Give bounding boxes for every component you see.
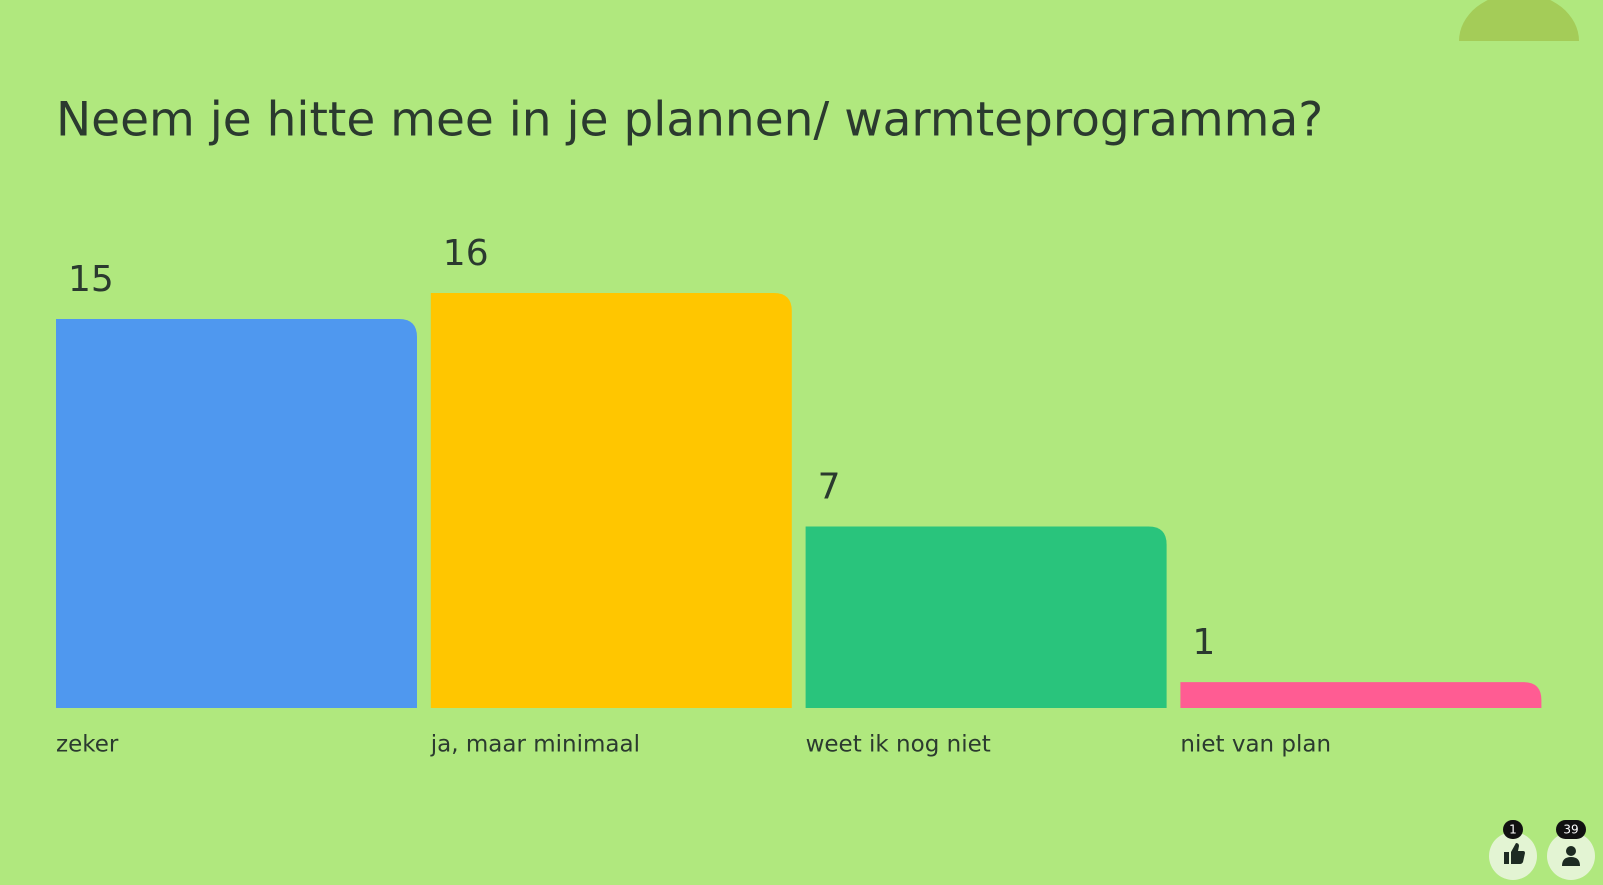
value-label: 16 (443, 233, 489, 274)
reactions-badge (1503, 820, 1523, 839)
participants-button[interactable]: 39 (1547, 820, 1595, 880)
reactions-button[interactable]: 1 (1489, 820, 1537, 880)
thumb-icon (1504, 843, 1525, 864)
value-label: 15 (68, 259, 114, 300)
category-label: ja, maar minimaal (430, 732, 640, 758)
decoration (1459, 0, 1579, 41)
value-label: 7 (818, 466, 841, 507)
category-label: weet ik nog niet (806, 732, 991, 758)
category-label: zeker (56, 732, 119, 758)
bar (56, 318, 417, 708)
participants-badge (1556, 820, 1586, 839)
bar (430, 293, 792, 708)
reactions-count: 1 (1509, 823, 1517, 837)
person-head (1566, 846, 1576, 856)
bar (805, 526, 1167, 708)
title: Neem je hitte mee in je plannen/ warmtep… (56, 93, 1323, 148)
value-label: 1 (1192, 622, 1215, 663)
participants-count: 39 (1563, 823, 1578, 837)
category-label: niet van plan (1180, 732, 1331, 758)
person-body (1562, 857, 1580, 866)
bar (1180, 682, 1542, 708)
